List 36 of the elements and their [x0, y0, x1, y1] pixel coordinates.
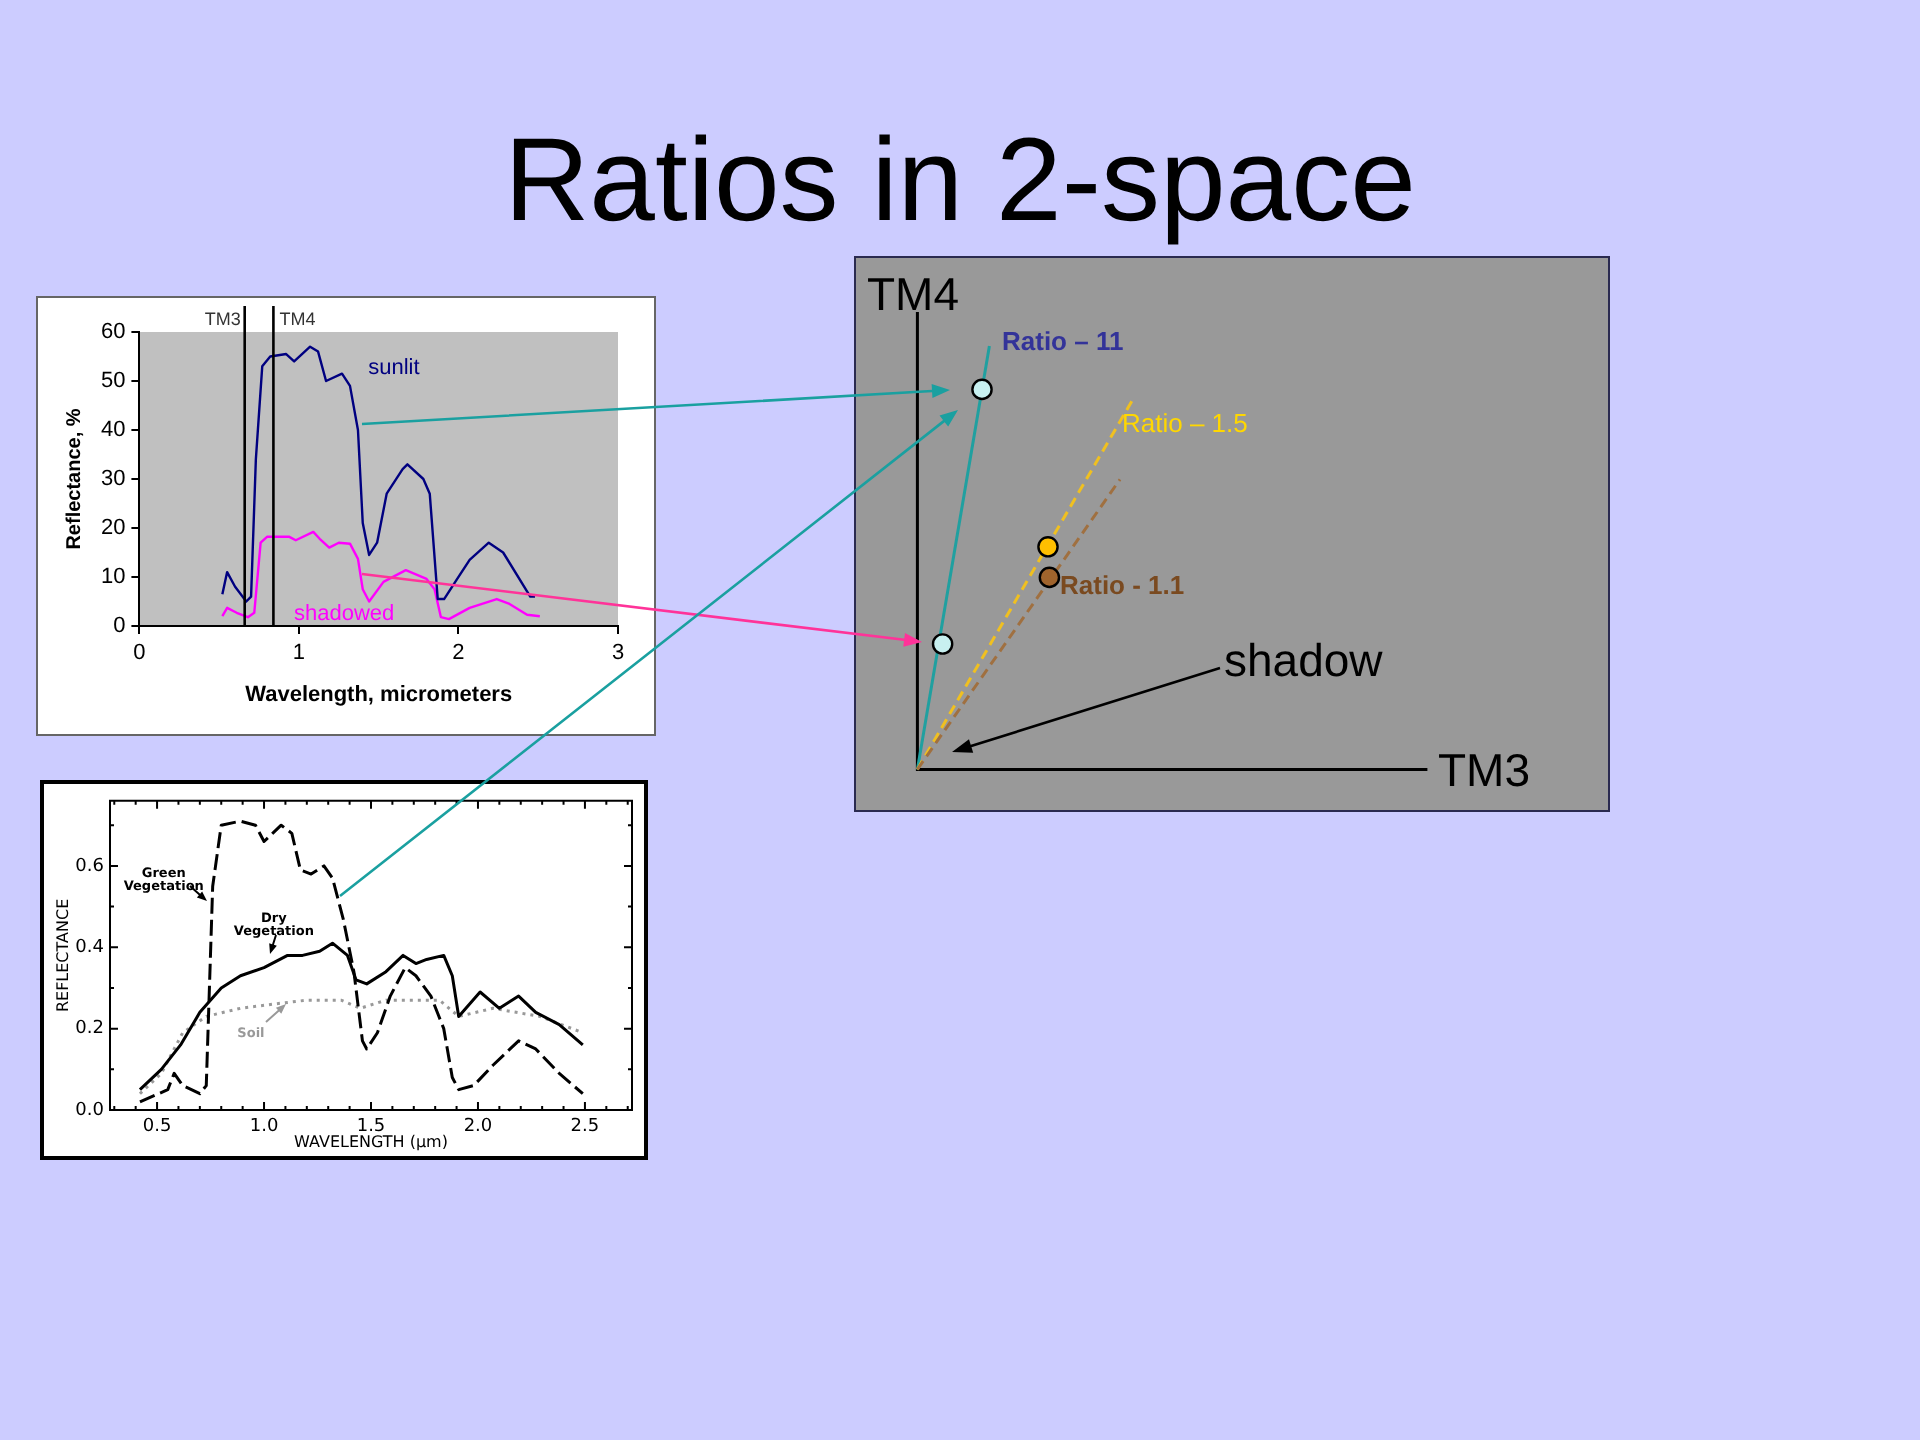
y-tick-label: 60 — [100, 320, 126, 345]
y-tick-label: 50 — [100, 369, 126, 394]
x-tick-label: 2 — [452, 641, 465, 666]
x-tick-label: 3 — [611, 641, 625, 666]
x-tick-label: 2.5 — [570, 1117, 600, 1138]
x-tick-label: 2.0 — [463, 1117, 493, 1138]
ref-line-label: TM4 — [279, 308, 316, 329]
y-axis-title: Reflectance, % — [63, 408, 86, 550]
ref-line-label: TM3 — [204, 308, 241, 329]
x-tick-label: 0.5 — [142, 1117, 172, 1138]
y-tick-label: 0.4 — [75, 937, 105, 958]
x-tick-label: 0 — [133, 641, 146, 666]
x-axis-title: Wavelength, micrometers — [245, 682, 513, 707]
y-tick-label: 30 — [100, 467, 126, 492]
x-tick-label: 1.5 — [356, 1117, 386, 1138]
y-tick-label: 0.6 — [75, 856, 105, 877]
y-tick-label: 20 — [100, 516, 126, 541]
text: Ratios in 2-space — [502, 114, 1418, 246]
text: Ratio - 1.1 — [1060, 569, 1185, 600]
y-tick-label: 0.2 — [75, 1019, 104, 1040]
series-label: shadowed — [293, 602, 395, 627]
y-tick-label: 40 — [100, 418, 126, 443]
text: Ratio – 1.5 — [1122, 407, 1248, 438]
series-label: sunlit — [368, 355, 420, 380]
line-series — [138, 998, 585, 1096]
x-tick-label: 1.0 — [249, 1117, 279, 1138]
y-tick-label: 10 — [100, 565, 126, 590]
text: TM4 — [867, 267, 959, 320]
y-tick-label: 0 — [113, 614, 126, 639]
text: TM3 — [1438, 743, 1530, 796]
y-axis-title: REFLECTANCE — [53, 898, 72, 1013]
y-tick-label: 0.0 — [75, 1100, 105, 1121]
x-axis-title: WAVELENGTH (μm) — [294, 1132, 448, 1151]
text: shadow — [1224, 633, 1383, 686]
x-tick-label: 1 — [292, 641, 306, 666]
text: Ratio – 11 — [1002, 325, 1124, 356]
